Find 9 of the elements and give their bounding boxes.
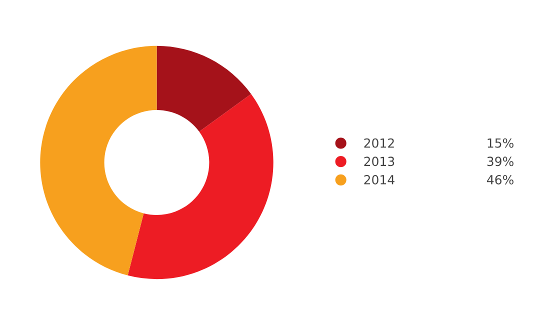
- donut-slice: [128, 94, 274, 280]
- legend-label: 2012: [364, 138, 394, 148]
- data-label: 15%: [488, 138, 514, 148]
- data-label: 46%: [487, 175, 514, 184]
- legend-label: 2014: [364, 175, 394, 184]
- donut-slice: [40, 46, 157, 276]
- legend-label: 2013: [364, 156, 394, 166]
- data-label: 39%: [487, 156, 514, 166]
- donut-slice: [156, 46, 252, 132]
